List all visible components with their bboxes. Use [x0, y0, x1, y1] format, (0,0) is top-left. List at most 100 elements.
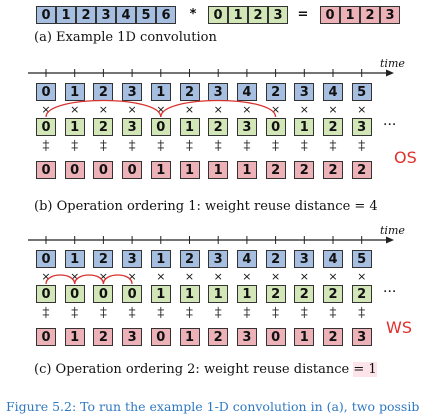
weight-cell: 0: [64, 285, 85, 303]
example-output-cell: 0: [320, 6, 340, 24]
multiply-symbol: ×: [328, 270, 338, 283]
accumulate-plus: +: [156, 305, 165, 316]
example-weight-cell: 2: [248, 6, 268, 24]
accumulate-plus: +: [357, 143, 366, 154]
accumulate-plus: +: [127, 143, 137, 154]
accumulate-plus: +: [156, 143, 165, 154]
weight-cell: 0: [36, 285, 56, 303]
output-cell: 1: [208, 161, 229, 179]
output-cell: 0: [150, 328, 171, 346]
accumulate-plus: +: [70, 310, 79, 321]
example-weight-cell: 0: [208, 6, 228, 24]
weight-cell: 1: [208, 285, 229, 303]
example-weight-cell: 3: [268, 6, 288, 24]
weight-cell: 2: [265, 285, 286, 303]
accumulate-plus: +: [156, 138, 165, 149]
multiply-symbol: ×: [184, 270, 195, 283]
weight-cell: 1: [236, 285, 257, 303]
multiply-symbol: ×: [270, 103, 281, 116]
accumulate-plus: +: [300, 143, 309, 154]
weight-cell: 3: [351, 118, 372, 136]
accumulate-plus: +: [185, 305, 194, 316]
accumulate-plus: +: [213, 138, 223, 149]
input-cell: 1: [64, 83, 85, 101]
accumulate-plus: +: [156, 310, 165, 321]
output-cell: 0: [265, 328, 286, 346]
example-input-cell: 3: [96, 6, 116, 24]
ellipsis: ···: [383, 284, 397, 300]
input-cell: 1: [150, 250, 171, 268]
multiply-symbol: ×: [156, 270, 166, 283]
accumulate-plus: +: [357, 310, 366, 321]
figure-caption: Figure 5.2: To run the example 1-D convo…: [6, 399, 420, 414]
input-cell: 1: [150, 83, 171, 101]
accumulate-plus: +: [242, 305, 252, 316]
input-cell: 2: [265, 250, 286, 268]
accumulate-plus: +: [41, 305, 51, 316]
output-cell: 2: [294, 161, 315, 179]
ellipsis: ···: [383, 117, 397, 133]
accumulate-plus: +: [242, 138, 252, 149]
weight-cell: 2: [294, 285, 315, 303]
output-cell: 2: [265, 161, 286, 179]
accumulate-plus: +: [300, 138, 309, 149]
output-cell: 2: [208, 328, 229, 346]
caption-c: (c) Operation ordering 2: weight reuse d…: [34, 362, 377, 377]
weight-cell: 1: [179, 118, 200, 136]
example-weight-cell: 1: [228, 6, 248, 24]
accumulate-plus: +: [271, 143, 280, 154]
multiply-symbol: ×: [213, 103, 223, 116]
accumulate-plus: +: [328, 310, 338, 321]
input-cell: 0: [36, 250, 56, 268]
time-axis-label: time: [380, 224, 405, 237]
accumulate-plus: +: [213, 305, 223, 316]
input-cell: 1: [64, 250, 85, 268]
accumulate-plus: +: [127, 138, 137, 149]
multiply-symbol: ×: [127, 103, 137, 116]
accumulate-plus: +: [213, 310, 223, 321]
multiply-symbol: ×: [328, 103, 338, 116]
output-cell: 1: [64, 328, 85, 346]
accumulate-plus: +: [99, 305, 108, 316]
multiply-symbol: ×: [70, 270, 80, 283]
output-cell: 2: [351, 161, 372, 179]
accumulate-plus: +: [127, 310, 137, 321]
weight-cell: 0: [36, 118, 56, 136]
input-cell: 3: [294, 83, 315, 101]
output-cell: 3: [351, 328, 372, 346]
multiply-symbol: ×: [156, 103, 166, 116]
example-input-cell: 0: [36, 6, 56, 24]
example-input-cell: 5: [136, 6, 156, 24]
caption-b: (b) Operation ordering 1: weight reuse d…: [34, 199, 378, 214]
accumulate-plus: +: [41, 310, 51, 321]
output-cell: 3: [236, 328, 257, 346]
accumulate-plus: +: [357, 138, 366, 149]
multiply-symbol: ×: [41, 270, 51, 283]
multiply-symbol: ×: [41, 103, 51, 116]
multiply-symbol: ×: [98, 103, 108, 116]
weight-cell: 0: [93, 285, 114, 303]
accumulate-plus: +: [300, 305, 309, 316]
example-input-cell: 1: [56, 6, 76, 24]
input-cell: 4: [236, 250, 257, 268]
multiply-symbol: ×: [357, 270, 367, 283]
weight-cell: 1: [150, 285, 171, 303]
accumulate-plus: +: [328, 143, 338, 154]
input-cell: 2: [179, 250, 200, 268]
input-cell: 3: [122, 83, 143, 101]
input-cell: 4: [323, 83, 343, 101]
accumulate-plus: +: [185, 143, 194, 154]
weight-cell: 2: [323, 118, 343, 136]
accumulate-plus: +: [357, 305, 366, 316]
accumulate-plus: +: [271, 305, 280, 316]
convolution-operator: *: [189, 7, 197, 22]
input-cell: 5: [351, 83, 372, 101]
caption-a: (a) Example 1D convolution: [34, 30, 217, 45]
accumulate-plus: +: [300, 310, 309, 321]
time-axis-label: time: [380, 57, 405, 70]
output-cell: 0: [36, 328, 56, 346]
time-axis-arrowhead: [386, 236, 394, 244]
accumulate-plus: +: [41, 143, 51, 154]
input-cell: 3: [294, 250, 315, 268]
accumulate-plus: +: [99, 143, 108, 154]
